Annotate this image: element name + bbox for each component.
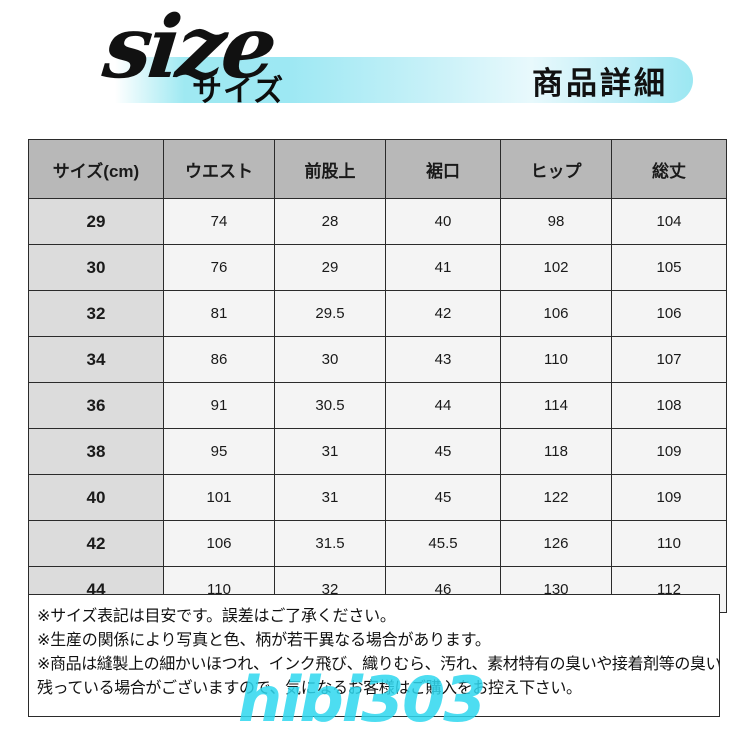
cell-size: 32 [28,290,164,337]
table-header: サイズ(cm) ウエスト 前股上 裾口 ヒップ 総丈 [28,139,727,199]
cell-hip: 114 [500,382,612,429]
table-body: 29 74 28 40 98 104 30 76 29 41 102 105 3… [28,198,727,613]
size-kana-label: サイズ [192,75,285,108]
note-line-3: ※商品は縫製上の細かいほつれ、インク飛び、織りむら、汚れ、素材特有の臭いや接着剤… [37,656,720,673]
cell-hip: 106 [500,290,612,337]
size-chart-table: サイズ(cm) ウエスト 前股上 裾口 ヒップ 総丈 29 74 28 40 9… [28,139,727,613]
cell-length: 110 [611,520,727,567]
cell-rise: 28 [274,198,386,245]
cell-rise: 31 [274,428,386,475]
table-row: 34 86 30 43 110 107 [28,336,727,383]
cell-hem: 40 [385,198,501,245]
note-line-1: ※サイズ表記は目安です。誤差はご了承ください。 [37,608,396,625]
table-row: 38 95 31 45 118 109 [28,428,727,475]
cell-hip: 102 [500,244,612,291]
cell-size: 29 [28,198,164,245]
cell-hem: 42 [385,290,501,337]
table-row: 42 106 31.5 45.5 126 110 [28,520,727,567]
cell-waist: 76 [163,244,275,291]
cell-waist: 101 [163,474,275,521]
cell-length: 109 [611,428,727,475]
column-header-size: サイズ(cm) [28,139,164,199]
column-header-waist: ウエスト [163,139,275,199]
product-notes-box: ※サイズ表記は目安です。誤差はご了承ください。 ※生産の関係により写真と色、柄が… [28,594,720,717]
cell-waist: 74 [163,198,275,245]
cell-size: 34 [28,336,164,383]
page-header-banner: size サイズ 商品詳細 [0,0,750,122]
cell-rise: 29 [274,244,386,291]
column-header-length: 総丈 [611,139,727,199]
cell-hip: 110 [500,336,612,383]
cell-waist: 91 [163,382,275,429]
cell-rise: 29.5 [274,290,386,337]
cell-length: 105 [611,244,727,291]
column-header-hip: ヒップ [500,139,612,199]
table-header-row: サイズ(cm) ウエスト 前股上 裾口 ヒップ 総丈 [28,139,727,199]
cell-waist: 86 [163,336,275,383]
cell-rise: 31 [274,474,386,521]
cell-length: 104 [611,198,727,245]
cell-hip: 122 [500,474,612,521]
cell-hem: 45 [385,428,501,475]
cell-waist: 95 [163,428,275,475]
cell-hem: 43 [385,336,501,383]
column-header-hem: 裾口 [385,139,501,199]
cell-size: 30 [28,244,164,291]
column-header-rise: 前股上 [274,139,386,199]
cell-rise: 30.5 [274,382,386,429]
banner-title: 商品詳細 [532,65,668,101]
cell-length: 107 [611,336,727,383]
cell-size: 42 [28,520,164,567]
cell-length: 106 [611,290,727,337]
cell-rise: 31.5 [274,520,386,567]
table-row: 29 74 28 40 98 104 [28,198,727,245]
cell-size: 40 [28,474,164,521]
table-row: 30 76 29 41 102 105 [28,244,727,291]
cell-hem: 44 [385,382,501,429]
cell-hip: 98 [500,198,612,245]
cell-hem: 41 [385,244,501,291]
table-row: 32 81 29.5 42 106 106 [28,290,727,337]
cell-hem: 45.5 [385,520,501,567]
cell-size: 38 [28,428,164,475]
cell-waist: 106 [163,520,275,567]
cell-hip: 118 [500,428,612,475]
cell-hip: 126 [500,520,612,567]
table-row: 40 101 31 45 122 109 [28,474,727,521]
note-line-2: ※生産の関係により写真と色、柄が若干異なる場合があります。 [37,632,491,649]
cell-waist: 81 [163,290,275,337]
cell-length: 108 [611,382,727,429]
table-row: 36 91 30.5 44 114 108 [28,382,727,429]
cell-length: 109 [611,474,727,521]
cell-rise: 30 [274,336,386,383]
cell-hem: 45 [385,474,501,521]
cell-size: 36 [28,382,164,429]
note-line-4: 残っている場合がございますので、気になるお客様はご購入をお控え下さい。 [37,680,582,697]
banner-gradient-bar [115,57,693,103]
